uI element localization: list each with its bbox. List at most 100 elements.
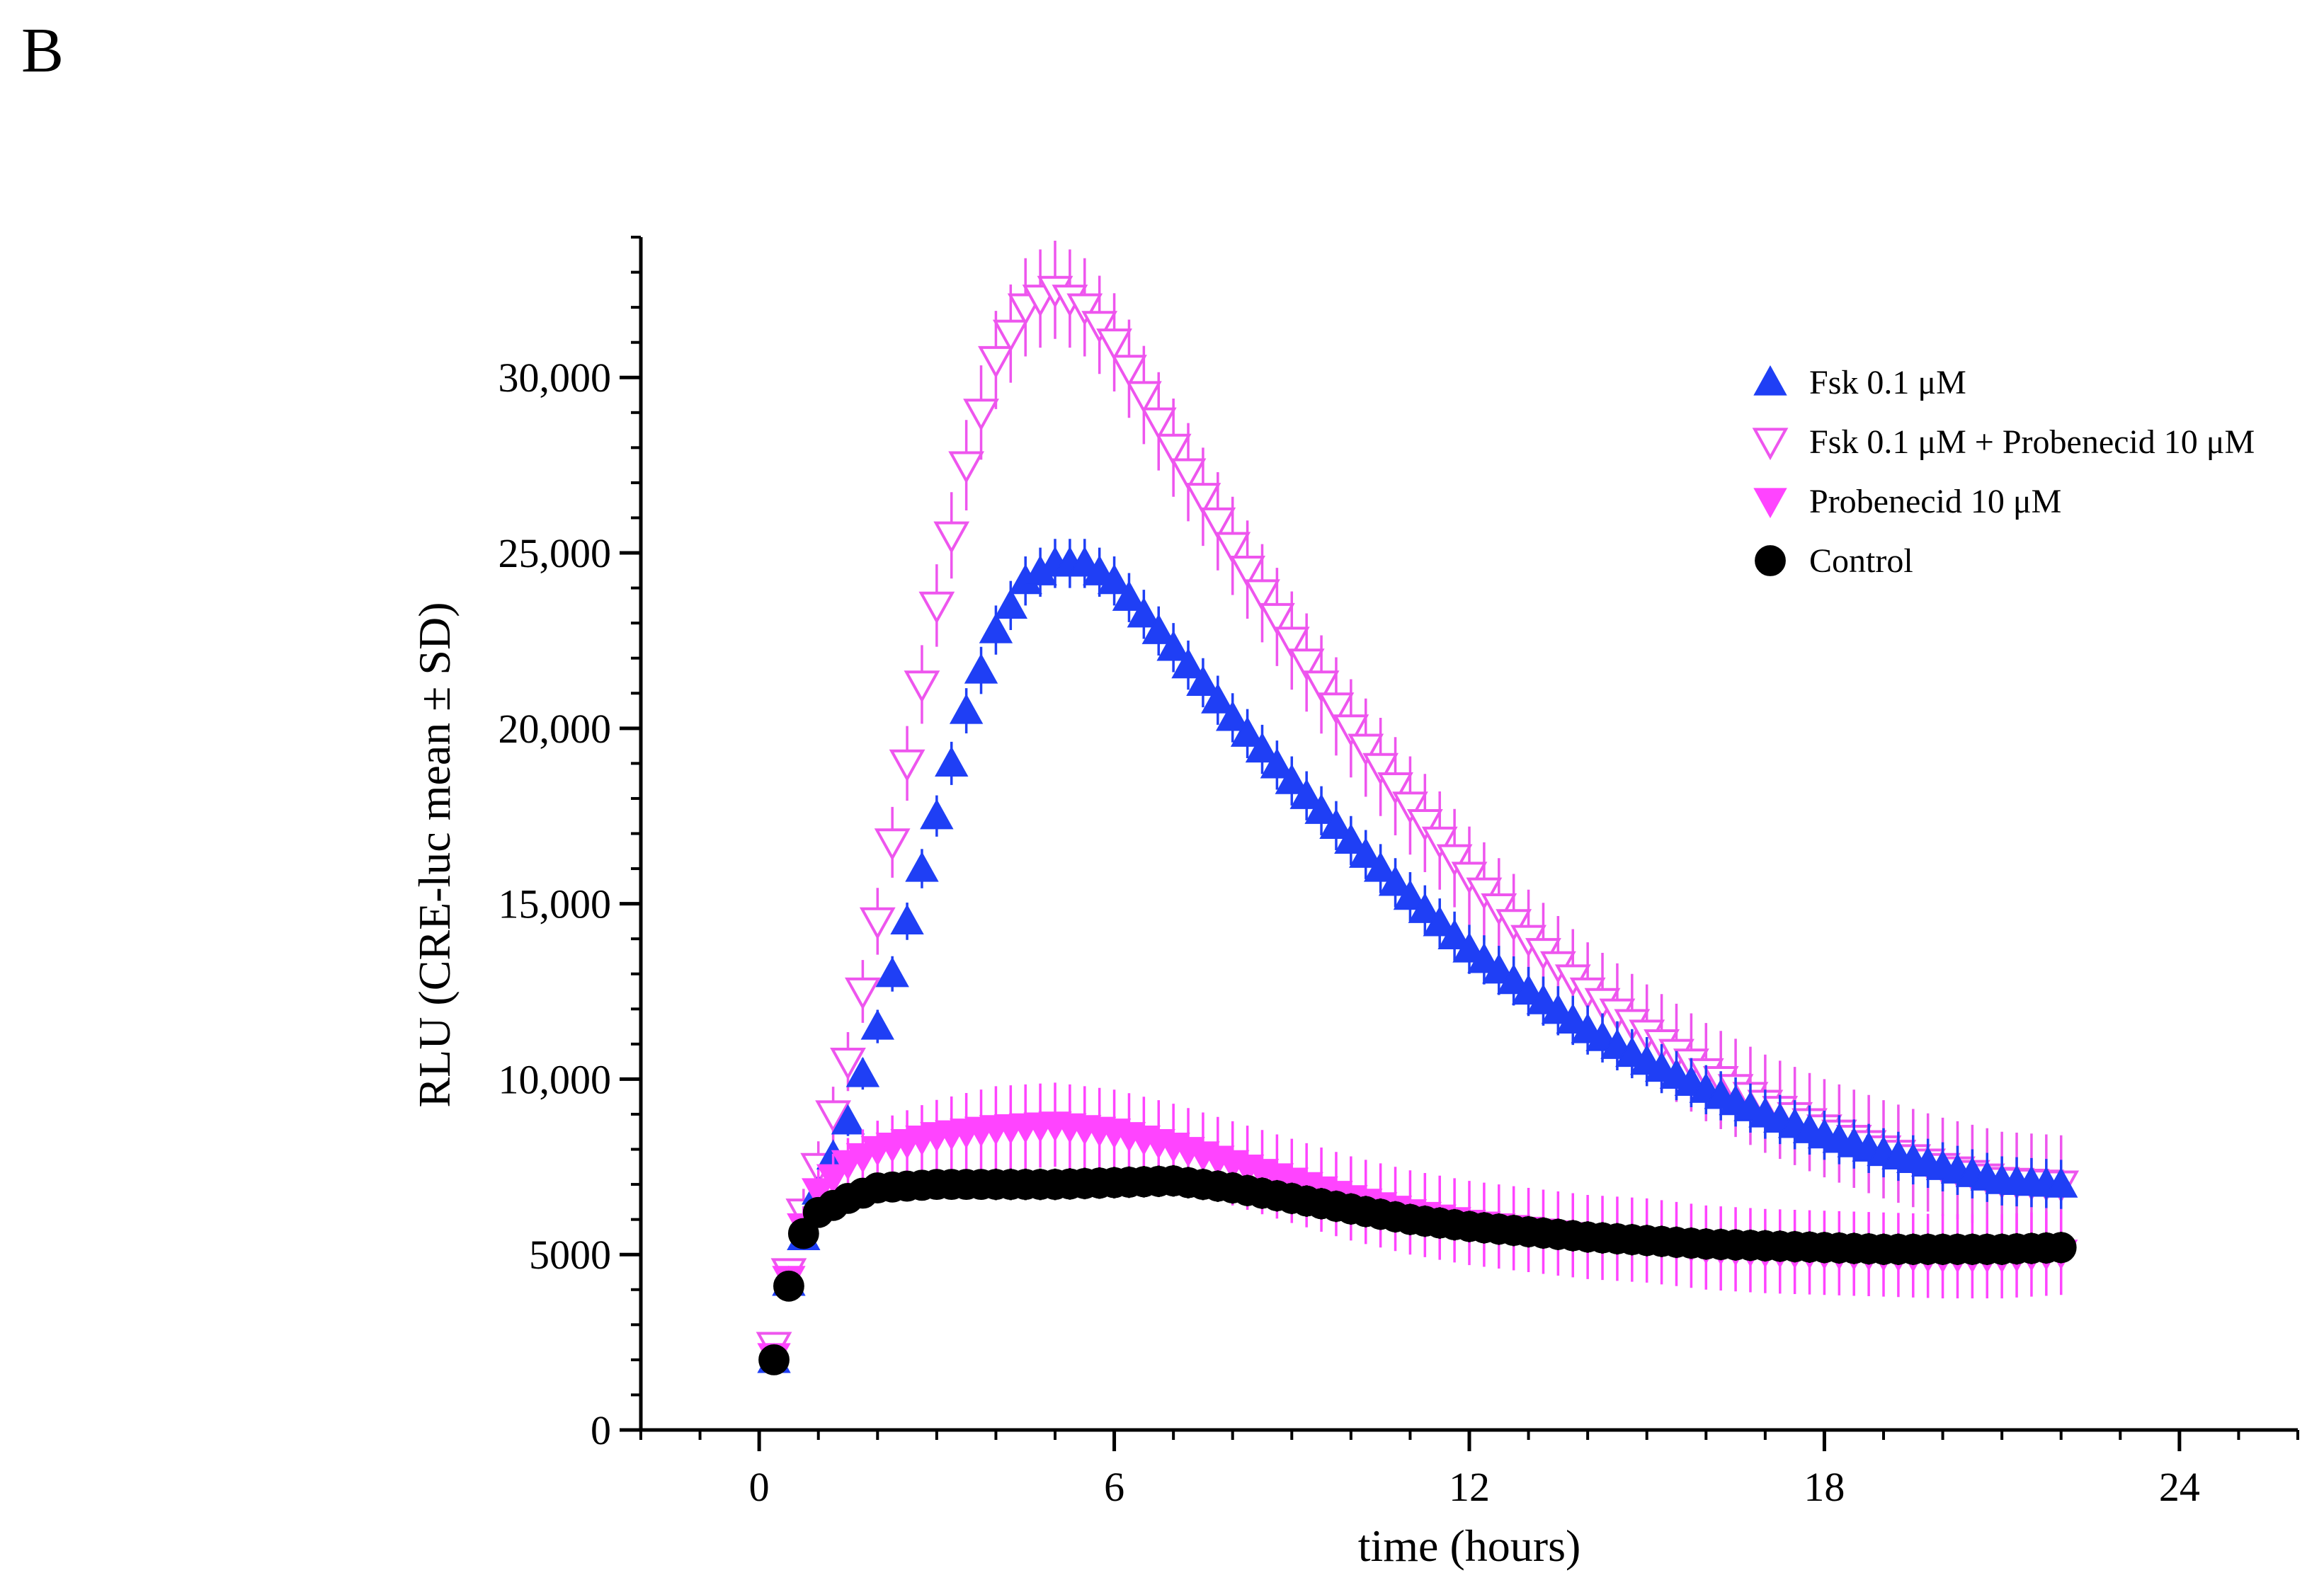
data-point — [1258, 602, 1295, 636]
data-point — [1334, 823, 1368, 854]
data-point — [1200, 507, 1236, 540]
data-point — [1111, 355, 1147, 387]
data-point — [1245, 732, 1280, 763]
x-axis-title: time (hours) — [1358, 1521, 1581, 1571]
data-point — [1097, 563, 1132, 595]
data-point — [1393, 879, 1428, 910]
x-tick-label: 18 — [1804, 1464, 1845, 1510]
data-point — [1304, 794, 1338, 824]
data-point — [860, 1009, 894, 1040]
data-point — [1185, 483, 1221, 515]
data-point — [1451, 862, 1488, 895]
data-point — [1303, 670, 1340, 703]
legend-label: Control — [1809, 542, 1913, 580]
legend-marker — [1752, 428, 1789, 461]
x-tick-label: 12 — [1449, 1464, 1490, 1510]
data-point — [859, 907, 896, 940]
data-point — [1423, 905, 1457, 937]
data-point — [844, 977, 881, 1010]
data-point — [1452, 932, 1486, 963]
y-tick-label: 30,000 — [499, 355, 612, 401]
data-point — [1363, 851, 1398, 882]
data-point — [993, 588, 1028, 619]
data-point — [1273, 626, 1310, 660]
data-point — [905, 851, 939, 882]
data-point — [1275, 764, 1309, 794]
legend-label: Fsk 0.1 μM — [1809, 364, 1966, 401]
data-point — [918, 591, 955, 624]
data-point — [1141, 614, 1175, 644]
data-point — [1125, 381, 1162, 414]
y-axis-title: RLU (CRE-luc mean ± SD) — [409, 602, 460, 1107]
data-point — [1437, 919, 1471, 950]
data-point — [1170, 458, 1207, 491]
data-point — [2044, 1167, 2078, 1198]
x-tick-label: 0 — [749, 1464, 770, 1510]
data-point — [949, 693, 984, 724]
y-tick-label: 15,000 — [499, 881, 612, 927]
data-point — [2045, 1232, 2077, 1264]
data-point — [904, 670, 940, 703]
data-point — [1318, 692, 1355, 725]
data-point — [992, 319, 1029, 353]
data-point — [963, 399, 999, 431]
data-point — [1466, 877, 1503, 910]
data-point — [920, 799, 954, 830]
data-point — [890, 904, 924, 934]
legend-label: Probenecid 10 μM — [1809, 483, 2061, 520]
data-point — [1229, 555, 1266, 588]
data-point — [1496, 909, 1532, 942]
data-point — [1140, 407, 1177, 440]
data-point — [889, 749, 925, 782]
legend-label: Fsk 0.1 μM + Probenecid 10 μM — [1809, 423, 2255, 461]
data-point — [875, 956, 909, 988]
data-point — [1377, 772, 1413, 805]
data-point — [964, 653, 998, 684]
data-point — [787, 1218, 819, 1249]
data-point — [758, 1344, 790, 1375]
legend-marker — [1753, 488, 1787, 519]
data-point — [1362, 753, 1399, 786]
data-point — [1408, 893, 1442, 923]
data-point — [874, 828, 911, 862]
data-point — [935, 746, 969, 777]
data-point — [1155, 433, 1192, 467]
data-point — [1156, 630, 1190, 661]
data-point — [978, 345, 1014, 379]
data-point — [1481, 893, 1517, 926]
data-point — [1244, 579, 1280, 612]
data-point — [1096, 328, 1132, 361]
data-point — [1230, 716, 1265, 747]
data-point — [1482, 953, 1516, 984]
y-tick-label: 5000 — [529, 1232, 611, 1278]
data-point — [1289, 779, 1323, 809]
x-tick-label: 24 — [2159, 1464, 2200, 1510]
data-point — [1348, 733, 1384, 767]
legend-marker — [1755, 545, 1786, 576]
data-point — [1392, 791, 1428, 824]
data-point — [1081, 311, 1118, 344]
data-point — [1467, 942, 1501, 973]
data-point — [831, 1104, 865, 1135]
data-point — [1436, 844, 1473, 877]
data-point — [1127, 597, 1161, 628]
data-point — [816, 1164, 850, 1195]
data-point — [948, 451, 985, 484]
y-tick-label: 0 — [591, 1407, 611, 1453]
data-point — [1066, 293, 1103, 326]
data-point — [1319, 808, 1353, 839]
data-point — [1496, 963, 1531, 995]
tick-layer: 0 5000 10,000 15,000 20,000 25,000 30,000 0 6 12 1… — [499, 236, 2299, 1510]
data-point — [1214, 532, 1251, 565]
y-tick-label: 25,000 — [499, 530, 612, 576]
data-point — [773, 1270, 804, 1302]
data-point — [1349, 837, 1383, 868]
data-point — [815, 1100, 852, 1133]
legend-marker — [1753, 365, 1787, 396]
series-layer — [756, 240, 2080, 1375]
y-tick-label: 10,000 — [499, 1056, 612, 1102]
data-point — [1201, 683, 1235, 714]
data-point — [1406, 809, 1443, 842]
y-tick-label: 20,000 — [499, 706, 612, 752]
data-point — [845, 1056, 880, 1087]
